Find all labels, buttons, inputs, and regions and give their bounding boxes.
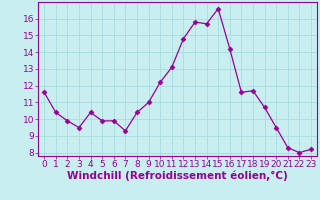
X-axis label: Windchill (Refroidissement éolien,°C): Windchill (Refroidissement éolien,°C)	[67, 171, 288, 181]
